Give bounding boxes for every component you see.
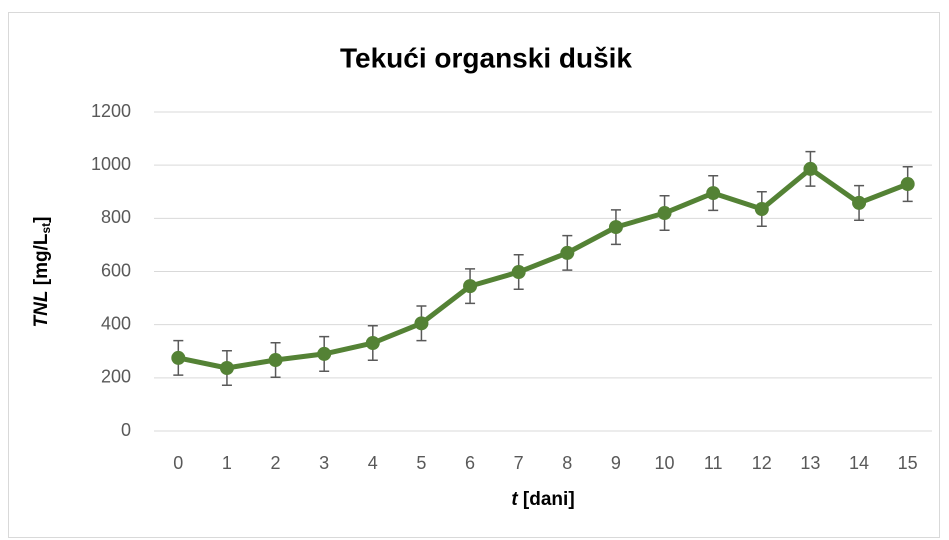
x-axis-label: t [dani] [511,489,574,510]
point [317,346,332,361]
y-axis-label: TNL [mg/Lst] [31,217,53,328]
x-tick-label: 7 [514,453,524,473]
y-label-text: [mg/L [31,233,52,290]
y-label-sub: st [39,223,53,234]
x-tick-label: 4 [368,453,378,473]
y-tick-label: 0 [121,420,131,440]
x-tick-label: 13 [800,453,820,473]
point [754,202,769,217]
point [852,195,867,210]
x-tick-label: 3 [319,453,329,473]
line [177,166,909,371]
y-label-italic: TNL [31,291,52,328]
x-tick-label: 1 [222,453,232,473]
x-label-text: [dani] [518,489,575,510]
x-tick-label: 6 [465,453,475,473]
x-tick-label: 11 [704,453,723,473]
x-label-italic: t [511,489,518,510]
point [414,316,429,331]
point [268,353,283,368]
x-tick-label: 12 [752,453,772,473]
point [706,186,721,201]
x-tick-label: 8 [562,453,572,473]
x-tick-label: 2 [271,453,281,473]
x-tick-label: 0 [173,453,183,473]
x-tick-label: 10 [655,453,675,473]
point [171,350,186,365]
point [463,279,478,294]
y-tick-label: 800 [101,207,131,227]
y-label-close: ] [31,217,52,223]
y-tick-label: 1200 [91,101,131,121]
y-tick-label: 200 [101,367,131,387]
chart-frame [8,12,940,538]
point [365,336,380,351]
point [803,161,818,176]
point [657,206,672,221]
point [900,177,915,192]
y-tick-label: 1000 [91,154,131,174]
point [608,220,623,235]
x-tick-label: 14 [849,453,869,473]
point [560,245,575,260]
point [511,265,526,280]
y-tick-label: 600 [101,260,131,280]
x-tick-label: 5 [416,453,426,473]
chart-title: Tekući organski dušik [340,42,632,73]
x-tick-label: 15 [898,453,918,473]
x-tick-label: 9 [611,453,621,473]
point [219,360,234,375]
y-tick-label: 400 [101,313,131,333]
